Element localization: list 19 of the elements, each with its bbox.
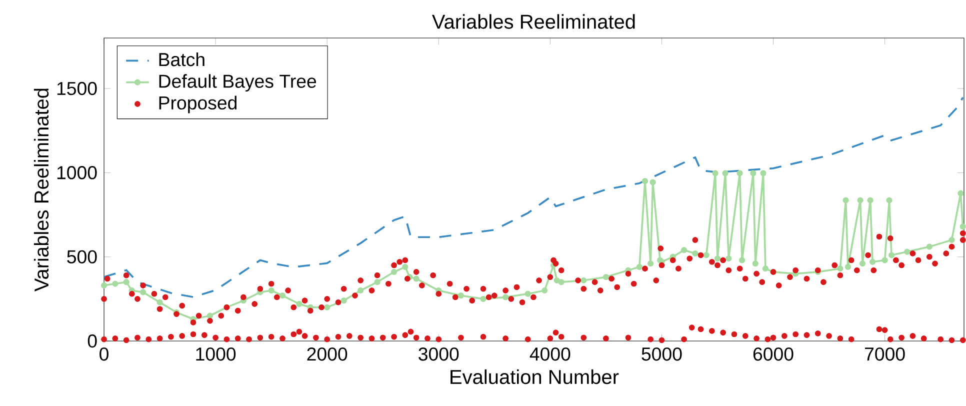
x-tick-label: 2000 <box>307 347 348 361</box>
y-tick-label: 1000 <box>57 166 97 180</box>
chart-title: Variables Reeliminated <box>432 14 635 29</box>
x-tick-label: 1000 <box>196 347 236 361</box>
legend-label: Default Bayes Tree <box>159 74 316 92</box>
y-tick-label: 1500 <box>57 82 97 96</box>
line-series <box>104 96 964 298</box>
x-tick-label: 3000 <box>418 347 459 361</box>
y-tick-label: 0 <box>88 334 97 348</box>
legend-label: Batch <box>159 52 204 66</box>
x-axis-title: Evaluation Number <box>450 369 619 384</box>
legend-label: Proposed <box>159 96 236 114</box>
x-tick-label: 6000 <box>753 347 794 361</box>
x-tick-label: 5000 <box>642 347 682 361</box>
y-tick-label: 500 <box>67 250 97 264</box>
x-tick-label: 4000 <box>530 347 570 361</box>
x-tick-label: 0 <box>100 347 108 361</box>
y-axis-title: Variables Reeliminated <box>34 88 49 292</box>
x-tick-label: 7000 <box>865 347 905 361</box>
